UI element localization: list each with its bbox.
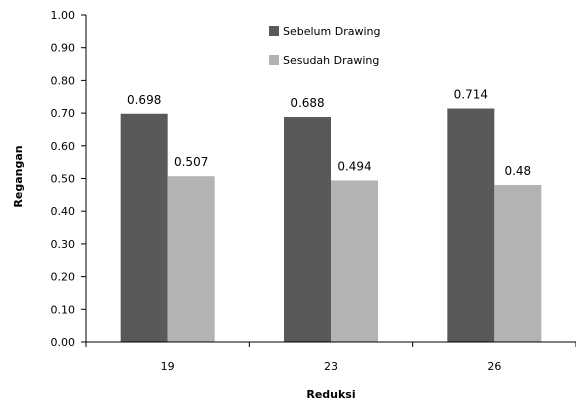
x-tick-label: 26 — [487, 360, 501, 373]
bars — [120, 108, 542, 342]
data-label: 0.494 — [337, 159, 371, 173]
bar-sesudah-19 — [167, 176, 215, 342]
x-tick-label: 23 — [324, 360, 338, 373]
data-label: 0.48 — [504, 164, 531, 178]
bar-sebelum-23 — [284, 117, 331, 342]
data-label: 0.688 — [290, 96, 324, 110]
data-label: 0.714 — [454, 88, 488, 102]
y-tick-label: 0.80 — [51, 74, 76, 87]
y-axis-ticks: 0.00 0.10 0.20 0.30 0.40 0.50 0.60 0.70 0.80 0.90… — [51, 9, 86, 349]
y-tick-label: 0.00 — [51, 336, 76, 349]
x-axis-ticks: 19 23 26 — [85, 342, 576, 373]
bar-sebelum-26 — [447, 108, 495, 342]
y-axis-title: Regangan — [12, 145, 25, 207]
legend-swatch-sesudah — [269, 55, 279, 65]
bar-sebelum-19 — [120, 113, 168, 342]
y-tick-label: 0.30 — [51, 238, 76, 251]
data-labels: 0.698 0.507 0.688 0.494 0.714 0.48 — [127, 88, 531, 179]
y-tick-label: 0.10 — [51, 303, 76, 316]
y-tick-label: 0.70 — [51, 107, 76, 120]
y-tick-label: 0.60 — [51, 140, 76, 153]
bar-sesudah-26 — [494, 185, 542, 342]
y-tick-label: 0.50 — [51, 173, 76, 186]
legend: Sebelum Drawing Sesudah Drawing — [269, 25, 380, 67]
bar-sesudah-23 — [331, 180, 378, 342]
y-tick-label: 0.90 — [51, 42, 76, 55]
data-label: 0.698 — [127, 93, 161, 107]
y-tick-label: 0.40 — [51, 205, 76, 218]
x-tick-label: 19 — [161, 360, 175, 373]
legend-label-sesudah: Sesudah Drawing — [283, 54, 379, 67]
y-tick-label: 0.20 — [51, 271, 76, 284]
legend-swatch-sebelum — [269, 26, 279, 36]
y-tick-label: 1.00 — [51, 9, 76, 22]
x-axis-title: Reduksi — [306, 388, 355, 401]
data-label: 0.507 — [174, 155, 208, 169]
legend-label-sebelum: Sebelum Drawing — [283, 25, 380, 38]
